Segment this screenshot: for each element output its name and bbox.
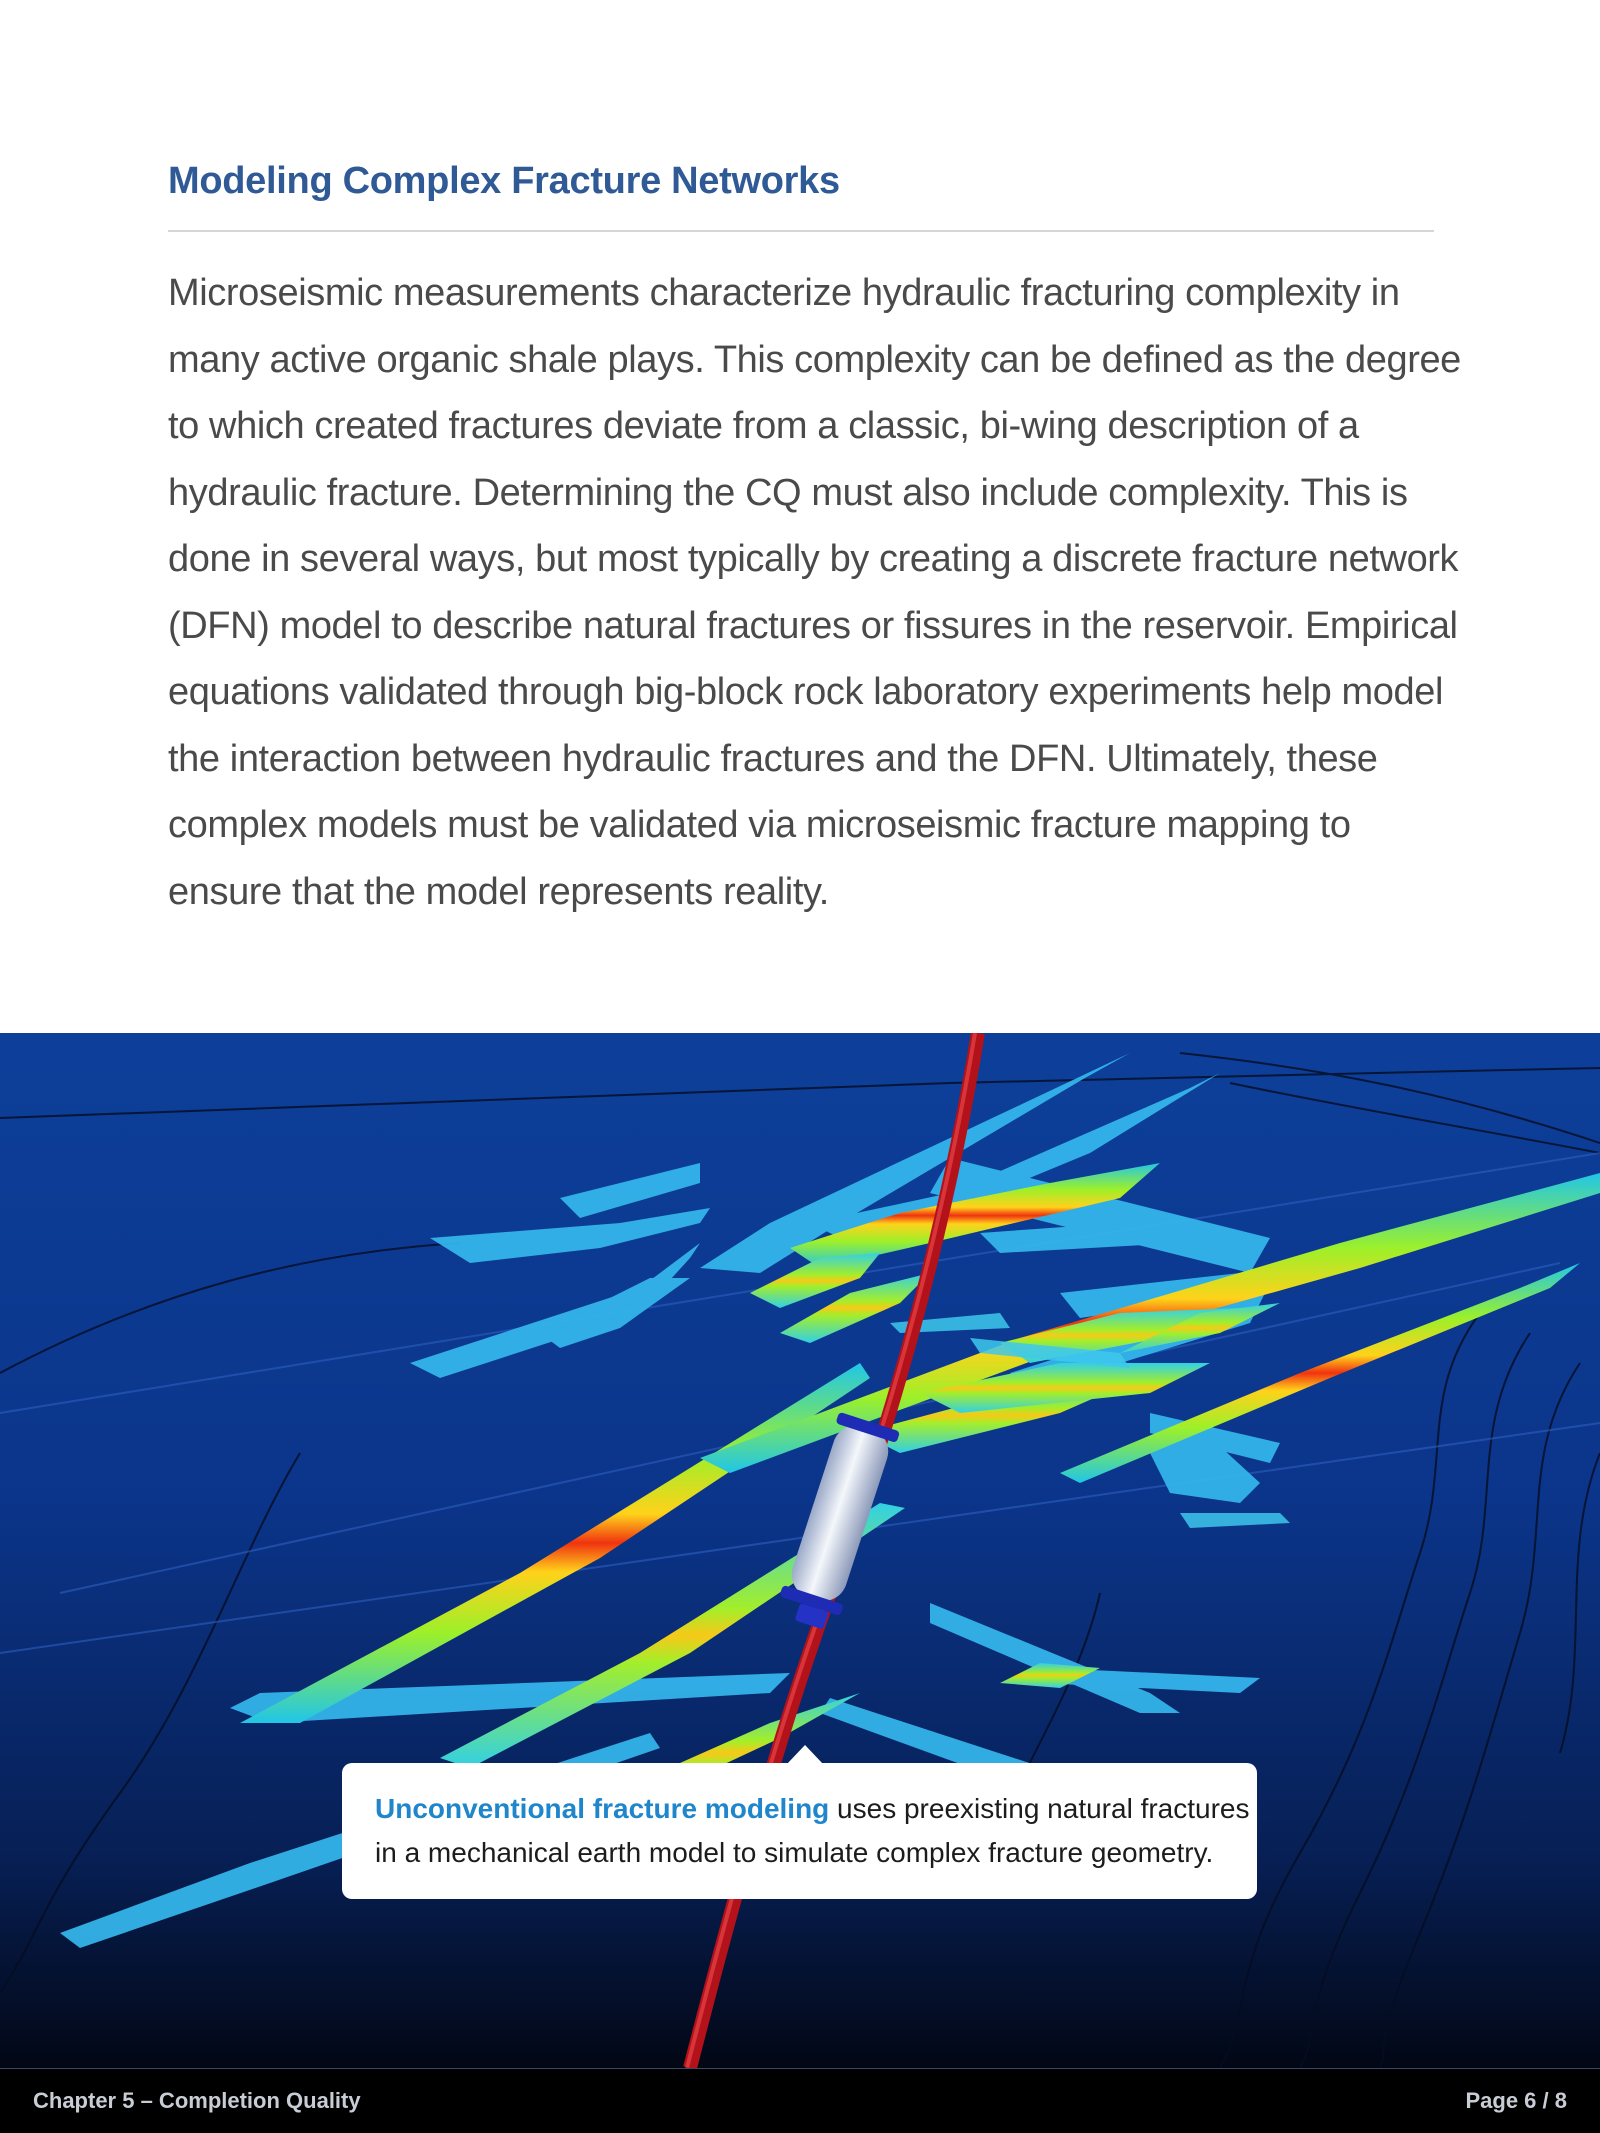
page-number: Page 6 / 8 [1465,2088,1567,2113]
page-footer: Chapter 5 – Completion Quality Page 6 / … [0,2068,1600,2133]
fracture-model-image [0,1033,1600,2068]
figure-caption: Unconventional fracture modeling uses pr… [375,1787,1255,1875]
caption-pointer [787,1745,823,1764]
footer-divider [0,2068,1600,2069]
heading-divider [168,230,1434,232]
chapter-label: Chapter 5 – Completion Quality [33,2088,361,2113]
section-heading: Modeling Complex Fracture Networks [168,160,840,202]
caption-box [342,1763,1257,1899]
caption-emphasis: Unconventional fracture modeling [375,1793,830,1824]
caption-rest: uses preexisting natural fractures in a … [375,1793,1250,1868]
body-paragraph: Microseismic measurements characterize h… [168,272,1461,913]
